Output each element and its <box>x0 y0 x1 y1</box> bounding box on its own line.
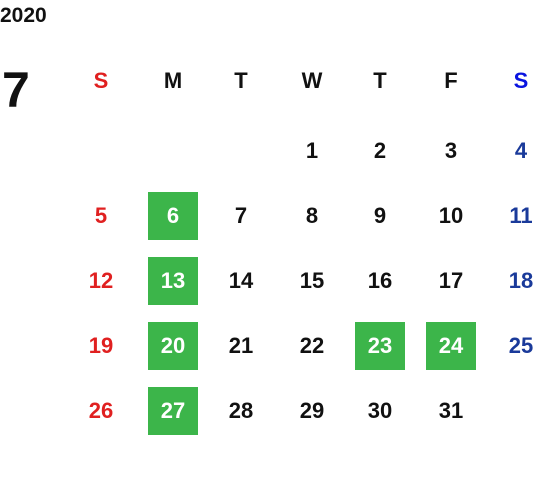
weekday-label: T <box>373 68 387 93</box>
year: 2020 <box>0 4 47 27</box>
day[interactable]: 12 <box>88 268 114 293</box>
highlighted-day[interactable]: 6 <box>148 192 198 240</box>
day[interactable]: 1 <box>305 138 319 163</box>
day[interactable]: 9 <box>373 203 387 228</box>
day[interactable]: 7 <box>234 203 248 228</box>
highlighted-day[interactable]: 20 <box>148 322 198 370</box>
day[interactable]: 22 <box>299 333 325 358</box>
day[interactable]: 14 <box>228 268 254 293</box>
day[interactable]: 8 <box>305 203 319 228</box>
highlighted-day[interactable]: 13 <box>148 257 198 305</box>
day[interactable]: 21 <box>228 333 254 358</box>
weekday-label: T <box>234 68 248 93</box>
day[interactable]: 25 <box>508 333 534 358</box>
highlighted-day[interactable]: 24 <box>426 322 476 370</box>
month: 7 <box>2 62 30 118</box>
highlighted-day[interactable]: 27 <box>148 387 198 435</box>
day[interactable]: 29 <box>299 398 325 423</box>
day[interactable]: 28 <box>228 398 254 423</box>
day[interactable]: 30 <box>367 398 393 423</box>
day[interactable]: 10 <box>438 203 464 228</box>
day[interactable]: 11 <box>509 203 533 228</box>
day[interactable]: 3 <box>444 138 458 163</box>
day[interactable]: 18 <box>508 268 534 293</box>
day[interactable]: 31 <box>438 398 464 423</box>
highlighted-day[interactable]: 23 <box>355 322 405 370</box>
weekday-label: F <box>444 68 458 93</box>
weekday-label: S <box>93 68 109 93</box>
day[interactable]: 19 <box>88 333 114 358</box>
day[interactable]: 15 <box>299 268 325 293</box>
weekday-label: S <box>513 68 529 93</box>
weekday-label: W <box>301 68 323 93</box>
day[interactable]: 5 <box>94 203 108 228</box>
day[interactable]: 26 <box>88 398 114 423</box>
day[interactable]: 4 <box>514 138 528 163</box>
day[interactable]: 2 <box>373 138 387 163</box>
day[interactable]: 17 <box>438 268 464 293</box>
day[interactable]: 16 <box>367 268 393 293</box>
weekday-label: M <box>163 68 183 93</box>
